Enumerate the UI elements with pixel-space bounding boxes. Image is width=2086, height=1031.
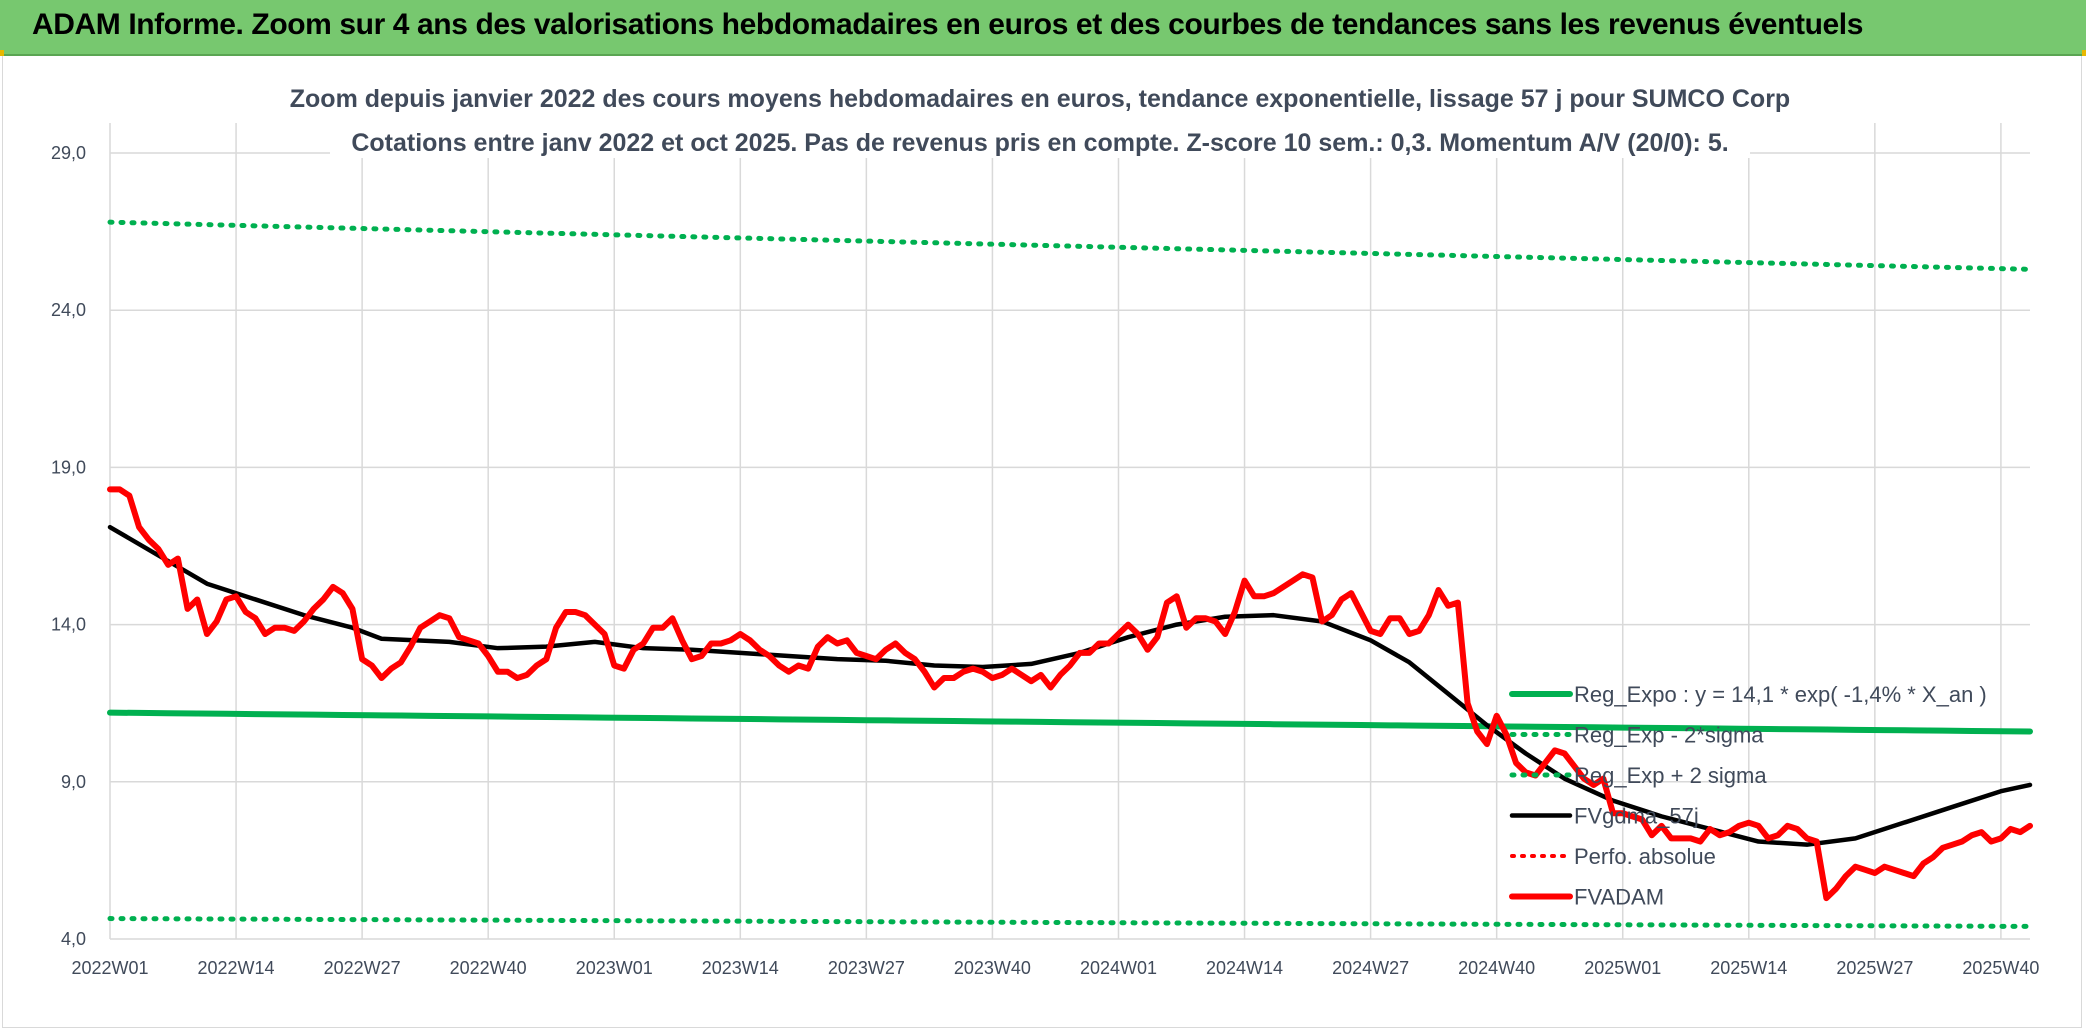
legend-label: FVgdma_57j xyxy=(1574,804,1699,829)
x-tick-label: 2025W14 xyxy=(1710,958,1787,978)
y-tick-label: 14,0 xyxy=(51,615,86,635)
series-line-0 xyxy=(107,709,2033,735)
header-accent-left xyxy=(0,50,4,56)
chart-title-line1: Zoom depuis janvier 2022 des cours moyen… xyxy=(290,85,1790,113)
legend-label: Reg_Expo : y = 14,1 * exp( -1,4% * X_an … xyxy=(1574,682,1987,707)
y-tick-label: 9,0 xyxy=(61,772,86,792)
x-tick-label: 2023W01 xyxy=(576,958,653,978)
x-tick-label: 2024W40 xyxy=(1458,958,1535,978)
x-tick-label: 2022W01 xyxy=(71,958,148,978)
legend-label: Reg_Exp + 2 sigma xyxy=(1574,763,1767,788)
chart-title-group: Zoom depuis janvier 2022 des cours moyen… xyxy=(290,80,1790,158)
x-tick-label: 2022W40 xyxy=(450,958,527,978)
x-tick-label: 2025W27 xyxy=(1836,958,1913,978)
x-tick-label: 2025W40 xyxy=(1962,958,2039,978)
chart-title-line2: Cotations entre janv 2022 et oct 2025. P… xyxy=(351,129,1728,157)
title-backdrop xyxy=(330,80,1750,158)
y-axis-ticks: 4,0 9,0 14,0 19,0 24,0 29,0 xyxy=(51,143,86,949)
y-tick-label: 24,0 xyxy=(51,300,86,320)
x-tick-label: 2023W40 xyxy=(954,958,1031,978)
x-tick-label: 2023W14 xyxy=(702,958,779,978)
legend: Reg_Expo : y = 14,1 * exp( -1,4% * X_an … xyxy=(1509,682,1987,910)
legend-label: Reg_Exp - 2*sigma xyxy=(1574,723,1764,748)
header-accent-right xyxy=(2082,50,2086,56)
report-title: ADAM Informe. Zoom sur 4 ans des valoris… xyxy=(32,8,1864,41)
series-line-1 xyxy=(107,916,2033,929)
x-tick-label: 2024W27 xyxy=(1332,958,1409,978)
x-tick-label: 2022W14 xyxy=(198,958,275,978)
x-tick-label: 2024W01 xyxy=(1080,958,1157,978)
series-line-2 xyxy=(107,219,2033,272)
series-lines xyxy=(107,219,2033,929)
x-axis-ticks: 2022W01 2022W14 2022W27 2022W40 2023W01 2023W… xyxy=(71,958,2039,978)
series-line-5 xyxy=(107,486,2033,902)
legend-label: FVADAM xyxy=(1574,885,1664,910)
legend-label: Perfo. absolue xyxy=(1574,844,1716,869)
y-tick-label: 29,0 xyxy=(51,143,86,163)
x-tick-label: 2022W27 xyxy=(324,958,401,978)
chart-frame xyxy=(2,56,2082,1028)
x-tick-label: 2025W01 xyxy=(1584,958,1661,978)
y-tick-label: 19,0 xyxy=(51,457,86,477)
x-tick-label: 2023W27 xyxy=(828,958,905,978)
x-tick-label: 2024W14 xyxy=(1206,958,1283,978)
y-tick-label: 4,0 xyxy=(61,929,86,949)
report-header: ADAM Informe. Zoom sur 4 ans des valoris… xyxy=(0,0,2086,56)
